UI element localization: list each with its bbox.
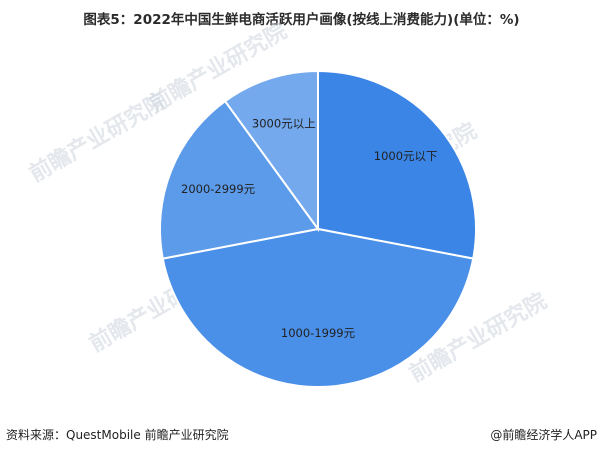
slice-label: 2000-2999元	[181, 182, 256, 196]
chart-title: 图表5：2022年中国生鲜电商活跃用户画像(按线上消费能力)(单位：%)	[83, 12, 520, 28]
slice-label: 1000元以下	[374, 149, 438, 163]
slice-label: 3000元以上	[252, 116, 316, 130]
pie-slice	[161, 227, 475, 388]
pie-labels: 1000元以下 1000-1999元 2000-2999元 3000元以上	[181, 116, 438, 339]
pie-slice	[159, 99, 320, 260]
source-note: 资料来源：QuestMobile 前瞻产业研究院	[6, 428, 229, 442]
pie-slice	[223, 69, 319, 233]
brand-credit: @前瞻经济学人APP	[490, 428, 597, 442]
slice-label: 1000-1999元	[281, 326, 356, 340]
pie-slice	[317, 69, 477, 260]
pie-slices	[159, 69, 477, 388]
